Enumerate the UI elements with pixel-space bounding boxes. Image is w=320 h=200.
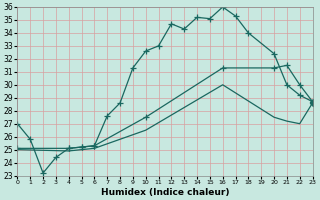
- X-axis label: Humidex (Indice chaleur): Humidex (Indice chaleur): [101, 188, 229, 197]
